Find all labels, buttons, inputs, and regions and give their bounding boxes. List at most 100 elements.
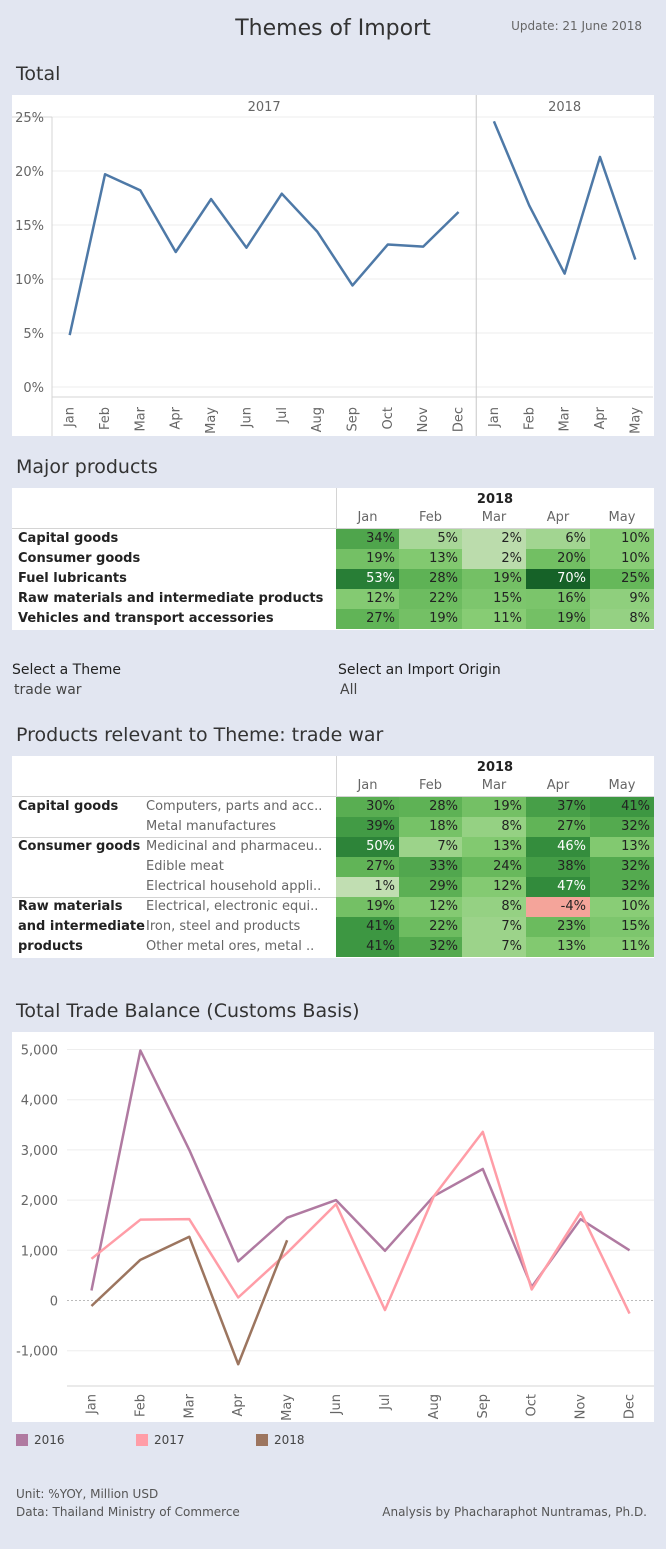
heatmap-cell: 27% — [526, 817, 590, 837]
x-tick-label: Apr — [593, 406, 608, 429]
heatmap-cell: 33% — [399, 857, 462, 877]
column-header-apr: Apr — [546, 510, 570, 525]
y-tick-label: 0% — [23, 381, 44, 396]
heatmap-cell: 32% — [399, 937, 462, 957]
section-title-total: Total — [16, 63, 61, 85]
theme-filter-select[interactable]: trade war — [14, 682, 82, 698]
x-tick-label: Jan — [84, 1394, 99, 1415]
x-tick-label: Feb — [98, 407, 113, 430]
heatmap-cell: 11% — [590, 937, 654, 957]
heatmap-cell: 18% — [399, 817, 462, 837]
row-label: Medicinal and pharmaceu.. — [146, 839, 323, 854]
heatmap-cell: 27% — [336, 609, 399, 629]
series-line-2018 — [90, 1235, 289, 1366]
row-label: Raw materials and intermediate products — [18, 591, 324, 606]
heatmap-cell: 47% — [526, 877, 590, 897]
group-label: products — [18, 939, 83, 954]
legend-swatch-2016 — [16, 1434, 28, 1446]
column-header-jan: Jan — [357, 778, 378, 793]
row-label: Electrical household appli.. — [146, 879, 322, 894]
legend-swatch-2017 — [136, 1434, 148, 1446]
trade-balance-line-chart: 5,000 4,000 3,000 2,000 1,000 0 -1,000 Jan Feb Ma… — [16, 1044, 654, 1421]
heatmap-cell: 19% — [462, 569, 526, 589]
heatmap-cell: 19% — [399, 609, 462, 629]
group-label: Consumer goods — [18, 839, 141, 854]
heatmap-cell: 6% — [526, 529, 590, 549]
heatmap-cell: 7% — [462, 917, 526, 937]
heatmap-cell: 41% — [590, 797, 654, 817]
row-label: Capital goods — [18, 531, 119, 546]
heatmap-cell: 7% — [462, 937, 526, 957]
section-title-trade-balance: Total Trade Balance (Customs Basis) — [16, 1000, 360, 1022]
heatmap-cell: 10% — [590, 549, 654, 569]
header-divider — [12, 528, 654, 529]
legend-swatch-2018 — [256, 1434, 268, 1446]
heatmap-cell: 39% — [336, 817, 399, 837]
series-line-2017 — [90, 1130, 631, 1315]
row-label: Electrical, electronic equi.. — [146, 899, 319, 914]
heatmap-cell: 37% — [526, 797, 590, 817]
total-line-chart: 25% 20% 15% 10% 5% 0% 2017 Jan Feb Mar Apr May Jun Ju… — [12, 95, 654, 436]
x-tick-label: Mar — [558, 406, 573, 431]
heatmap-cell: -4% — [526, 897, 590, 917]
x-tick-label: Oct — [525, 1394, 540, 1416]
heatmap-cell: 11% — [462, 609, 526, 629]
section-title-major: Major products — [16, 456, 158, 478]
origin-filter-select[interactable]: All — [340, 682, 358, 698]
x-tick-label: May — [204, 407, 219, 434]
heatmap-cell: 10% — [590, 529, 654, 549]
total-chart-panel: 25% 20% 15% 10% 5% 0% 2017 Jan Feb Mar Apr May Jun Ju… — [12, 95, 654, 436]
y-tick-label: 15% — [15, 219, 44, 234]
row-header-divider — [336, 488, 337, 528]
heatmap-cell: 27% — [336, 857, 399, 877]
row-header-divider — [336, 756, 337, 796]
group-label: Raw materials — [18, 899, 123, 914]
row-label: Other metal ores, metal .. — [146, 939, 315, 954]
y-tick-label: 3,000 — [21, 1144, 58, 1159]
series-line-2018 — [492, 120, 637, 275]
heatmap-cell: 41% — [336, 937, 399, 957]
heatmap-cell: 12% — [399, 897, 462, 917]
column-header-may: May — [608, 778, 636, 793]
group-label: and intermediate — [18, 919, 145, 934]
heatmap-cell: 19% — [336, 897, 399, 917]
row-label: Vehicles and transport accessories — [18, 611, 274, 626]
x-tick-label: Sep — [476, 1394, 491, 1419]
header-divider — [12, 796, 654, 797]
heatmap-cell: 29% — [399, 877, 462, 897]
x-tick-label: Sep — [346, 407, 361, 432]
y-tick-label: 0 — [50, 1295, 58, 1310]
table-year-header: 2018 — [476, 760, 514, 775]
legend-label-2016: 2016 — [34, 1433, 65, 1447]
column-header-apr: Apr — [546, 778, 570, 793]
y-tick-label: 25% — [15, 111, 44, 126]
heatmap-cell: 25% — [590, 569, 654, 589]
x-tick-label: Dec — [452, 407, 467, 432]
column-header-may: May — [608, 510, 636, 525]
group-label: Capital goods — [18, 799, 119, 814]
heatmap-cell: 15% — [462, 589, 526, 609]
heatmap-cell: 19% — [526, 609, 590, 629]
heatmap-cell: 16% — [526, 589, 590, 609]
heatmap-cell: 13% — [399, 549, 462, 569]
heatmap-cell: 12% — [336, 589, 399, 609]
footer-credit: Analysis by Phacharaphot Nuntramas, Ph.D… — [382, 1505, 647, 1519]
x-tick-label: Apr — [169, 406, 184, 429]
x-tick-label: Apr — [231, 1393, 246, 1416]
x-tick-label: Mar — [182, 1393, 197, 1418]
heatmap-cell: 32% — [590, 817, 654, 837]
group-divider — [12, 837, 336, 838]
y-tick-label: 10% — [15, 273, 44, 288]
series-line-2017 — [68, 172, 460, 336]
heatmap-cell: 32% — [590, 877, 654, 897]
x-tick-label: Feb — [522, 407, 537, 430]
x-tick-label: Jan — [63, 407, 78, 428]
update-date: Update: 21 June 2018 — [511, 19, 642, 33]
heatmap-cell: 8% — [462, 897, 526, 917]
heatmap-cell: 15% — [590, 917, 654, 937]
heatmap-cell: 70% — [526, 569, 590, 589]
x-tick-label: Jan — [487, 407, 502, 428]
column-header-feb: Feb — [418, 778, 443, 793]
y-tick-label: -1,000 — [16, 1345, 58, 1360]
heatmap-cell: 50% — [336, 837, 399, 857]
